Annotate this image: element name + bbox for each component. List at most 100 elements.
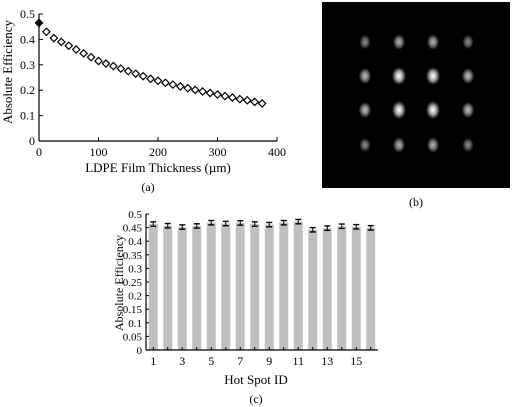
panel-a-data-point (116, 64, 126, 74)
panel-b-spot (426, 34, 440, 50)
panel-b-spot (462, 34, 474, 50)
panel-c-y-tick-label: 0.3 (128, 263, 142, 275)
panel-c-x-tick-label: 7 (237, 354, 243, 368)
panel-c-y-tick-label: 0 (137, 345, 143, 357)
panel-b-spot (426, 67, 440, 85)
panel-a-scatter-chart: 0 0.1 0.2 0.3 0.4 0.5 0 100 200 300 400 Absolute … (0, 7, 286, 194)
panel-c-x-tick-label: 3 (179, 354, 185, 368)
panel-a-data-point (205, 88, 215, 98)
panel-a-data-point (257, 98, 267, 108)
panel-a-data-point (168, 80, 178, 90)
panel-c-bar (235, 222, 245, 350)
panel-a-data-point (131, 69, 141, 79)
panel-b-spot (392, 67, 406, 85)
panel-b-hot-spot-image: (b) (322, 2, 510, 209)
panel-c-x-tick-label: 11 (292, 354, 304, 368)
panel-b-spot (462, 137, 474, 153)
panel-c-y-tick-label: 0.4 (128, 236, 142, 248)
panel-a-data-point (213, 90, 222, 99)
panel-c-bar (264, 224, 274, 350)
panel-c-bar (148, 224, 158, 350)
panel-c-y-tick-label: 0.5 (128, 209, 142, 221)
panel-a-data-point (86, 52, 96, 62)
panel-c-y-tick-label: 0.35 (123, 250, 143, 262)
panel-c-bar (322, 228, 332, 350)
panel-c-bar (337, 226, 347, 350)
panel-a-y-tick-label: 0 (29, 134, 35, 148)
panel-c-bars (148, 221, 376, 350)
panel-a-y-tick-label: 0.1 (20, 109, 35, 123)
panel-c-error-bars (150, 218, 374, 233)
panel-b-caption: (b) (409, 195, 423, 209)
panel-c-bar (351, 226, 361, 350)
panel-b-spot (359, 34, 371, 50)
panel-c-x-tick-label: 15 (350, 354, 362, 368)
panel-c-bar (293, 221, 303, 350)
panel-c-bar (163, 225, 173, 350)
panel-c-x-tick-label: 13 (321, 354, 333, 368)
panel-c-bar (366, 227, 376, 350)
panel-a-y-tick-label: 0.3 (20, 58, 35, 72)
panel-a-data-point (94, 56, 103, 66)
panel-b-spot (426, 137, 440, 153)
panel-c-bar (221, 223, 231, 350)
panel-b-spot-grid (358, 34, 475, 153)
panel-a-y-axis-label: Absolute Efficiency (0, 19, 15, 124)
panel-a-data-points (34, 18, 267, 108)
panel-b-spot (358, 68, 372, 84)
panel-b-spot (392, 137, 406, 153)
panel-a-data-point (183, 83, 193, 93)
panel-c-y-ticks: 0 0.050.1 0.150.2 0.25 0.30.35 0.40.45 0.5 (123, 209, 149, 357)
panel-c-x-axis-label: Hot Spot ID (224, 372, 288, 387)
panel-c-x-tick-label: 5 (208, 354, 214, 368)
panel-a-data-point (123, 66, 133, 76)
panel-a-x-axis-label: LDPE Film Thickness (µm) (85, 160, 231, 175)
panel-a-x-tick-label: 0 (36, 145, 42, 159)
panel-a-data-point (190, 85, 200, 95)
panel-a-x-tick-label: 300 (209, 145, 227, 159)
panel-c-bar (279, 222, 289, 350)
panel-c-y-axis-label: Absolute Efficiency (112, 235, 126, 331)
panel-a-data-point (101, 59, 111, 68)
panel-a-data-point (71, 45, 81, 55)
panel-c-bar (308, 229, 318, 350)
panel-a-data-point (242, 95, 252, 105)
panel-a-data-point (138, 71, 148, 81)
panel-c-y-tick-label: 0.2 (128, 291, 142, 303)
panel-a-data-point (34, 18, 44, 28)
panel-a-data-point (160, 78, 170, 88)
panel-a-caption: (a) (141, 180, 154, 194)
panel-b-dark-background (322, 2, 510, 188)
panel-c-bar (206, 222, 216, 350)
panel-a-data-point (250, 97, 260, 107)
panel-c-x-tick-label: 1 (150, 354, 156, 368)
panel-a-x-tick-label: 100 (90, 145, 108, 159)
panel-a-data-point (198, 87, 208, 96)
panel-a-y-ticks: 0 0.1 0.2 0.3 0.4 0.5 (20, 7, 43, 148)
panel-a-data-point (64, 41, 74, 51)
panel-c-y-tick-label: 0.1 (128, 318, 142, 330)
panel-a-data-point (49, 33, 59, 43)
panel-a-data-point (56, 37, 66, 47)
panel-c-y-tick-label: 0.45 (123, 223, 143, 235)
panel-b-spot (461, 102, 475, 118)
panel-a-x-tick-label: 400 (268, 145, 286, 159)
panel-a-data-point (153, 76, 163, 86)
panel-c-x-tick-label: 9 (266, 354, 272, 368)
panel-c-bar (192, 225, 202, 350)
panel-b-spot (392, 101, 406, 119)
panel-a-data-point (175, 81, 185, 91)
panel-a-y-tick-label: 0.4 (20, 32, 35, 46)
panel-a-y-tick-label: 0.2 (20, 83, 35, 97)
panel-c-y-tick-label: 0.15 (123, 304, 143, 316)
panel-a-y-tick-label: 0.5 (20, 7, 35, 21)
panel-a-data-point (41, 27, 51, 37)
panel-c-bar (177, 227, 187, 350)
panel-b-spot (392, 34, 406, 50)
panel-a-data-point (146, 74, 156, 84)
panel-a-data-point (220, 91, 230, 101)
panel-b-spot (359, 137, 371, 153)
panel-b-spot (426, 101, 440, 119)
